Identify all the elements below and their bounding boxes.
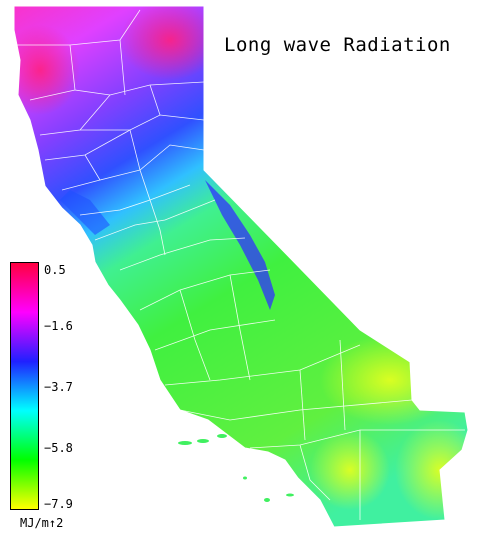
legend-unit: MJ/m↑2 (20, 516, 64, 530)
legend-tick-4: −5.8 (44, 441, 73, 455)
map-title: Long wave Radiation (224, 34, 451, 56)
channel-islands (178, 434, 294, 502)
county-borders (14, 9, 465, 520)
legend-tick-2: −1.6 (44, 319, 73, 333)
color-scale-bar (10, 262, 39, 510)
legend-tick-1: 0.5 (44, 263, 66, 277)
state-outline (13, 5, 469, 528)
legend-tick-3: −3.7 (44, 380, 73, 394)
legend-tick-5: −7.9 (44, 497, 73, 511)
